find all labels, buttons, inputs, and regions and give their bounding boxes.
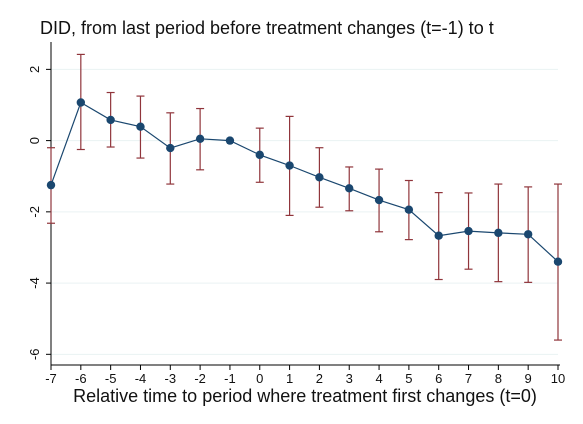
- data-point: [523, 230, 533, 239]
- data-point: [345, 184, 354, 193]
- data-point: [106, 115, 115, 125]
- data-point: [46, 180, 56, 190]
- x-tick-label: 4: [375, 371, 382, 386]
- y-tick-label: 0: [27, 137, 42, 144]
- x-tick-label: -3: [165, 371, 177, 386]
- chart-title: DID, from last period before treatment c…: [40, 18, 494, 38]
- x-tick-label: 2: [316, 371, 323, 386]
- data-point: [374, 195, 384, 205]
- x-tick-label: 10: [551, 371, 565, 386]
- x-axis-label: Relative time to period where treatment …: [73, 386, 537, 406]
- x-tick-label: -6: [75, 371, 87, 386]
- x-axis-ticks: -7 -6 -5 -4 -3 -2 -1 0 1 2 3 4 5 6 7 8 9 10: [45, 365, 565, 386]
- x-tick-label: 0: [256, 371, 263, 386]
- x-tick-label: -2: [194, 371, 206, 386]
- data-point: [553, 257, 563, 266]
- x-tick-label: 9: [525, 371, 532, 386]
- data-point: [166, 143, 175, 153]
- data-point: [225, 136, 235, 145]
- series-points: [46, 98, 563, 266]
- series-line: [50, 101, 559, 263]
- y-tick-label: -2: [27, 206, 42, 218]
- x-tick-label: 8: [495, 371, 502, 386]
- confidence-intervals: [47, 53, 562, 341]
- y-tick-label: -6: [27, 349, 42, 361]
- x-tick-label: 3: [346, 371, 353, 386]
- data-point: [464, 226, 473, 236]
- y-axis-ticks: 2 0 -2 -4 -6: [27, 66, 51, 360]
- axes: [50, 42, 560, 366]
- data-point: [285, 161, 294, 170]
- data-point: [315, 173, 324, 182]
- y-tick-label: 2: [27, 66, 42, 73]
- data-point: [255, 150, 264, 160]
- data-point: [136, 122, 145, 131]
- y-tick-label: -4: [27, 277, 42, 289]
- data-point: [76, 98, 86, 107]
- data-point: [434, 231, 443, 240]
- x-tick-label: -1: [224, 371, 236, 386]
- data-point: [404, 205, 414, 214]
- gridlines: [51, 68, 558, 355]
- series-polyline: [50, 101, 559, 263]
- x-tick-label: 6: [435, 371, 442, 386]
- x-tick-label: 7: [465, 371, 472, 386]
- data-point: [494, 228, 503, 238]
- x-tick-label: -7: [45, 371, 57, 386]
- data-point: [195, 134, 205, 144]
- x-tick-label: 5: [405, 371, 412, 386]
- x-tick-label: -5: [105, 371, 117, 386]
- x-tick-label: 1: [286, 371, 293, 386]
- x-tick-label: -4: [135, 371, 147, 386]
